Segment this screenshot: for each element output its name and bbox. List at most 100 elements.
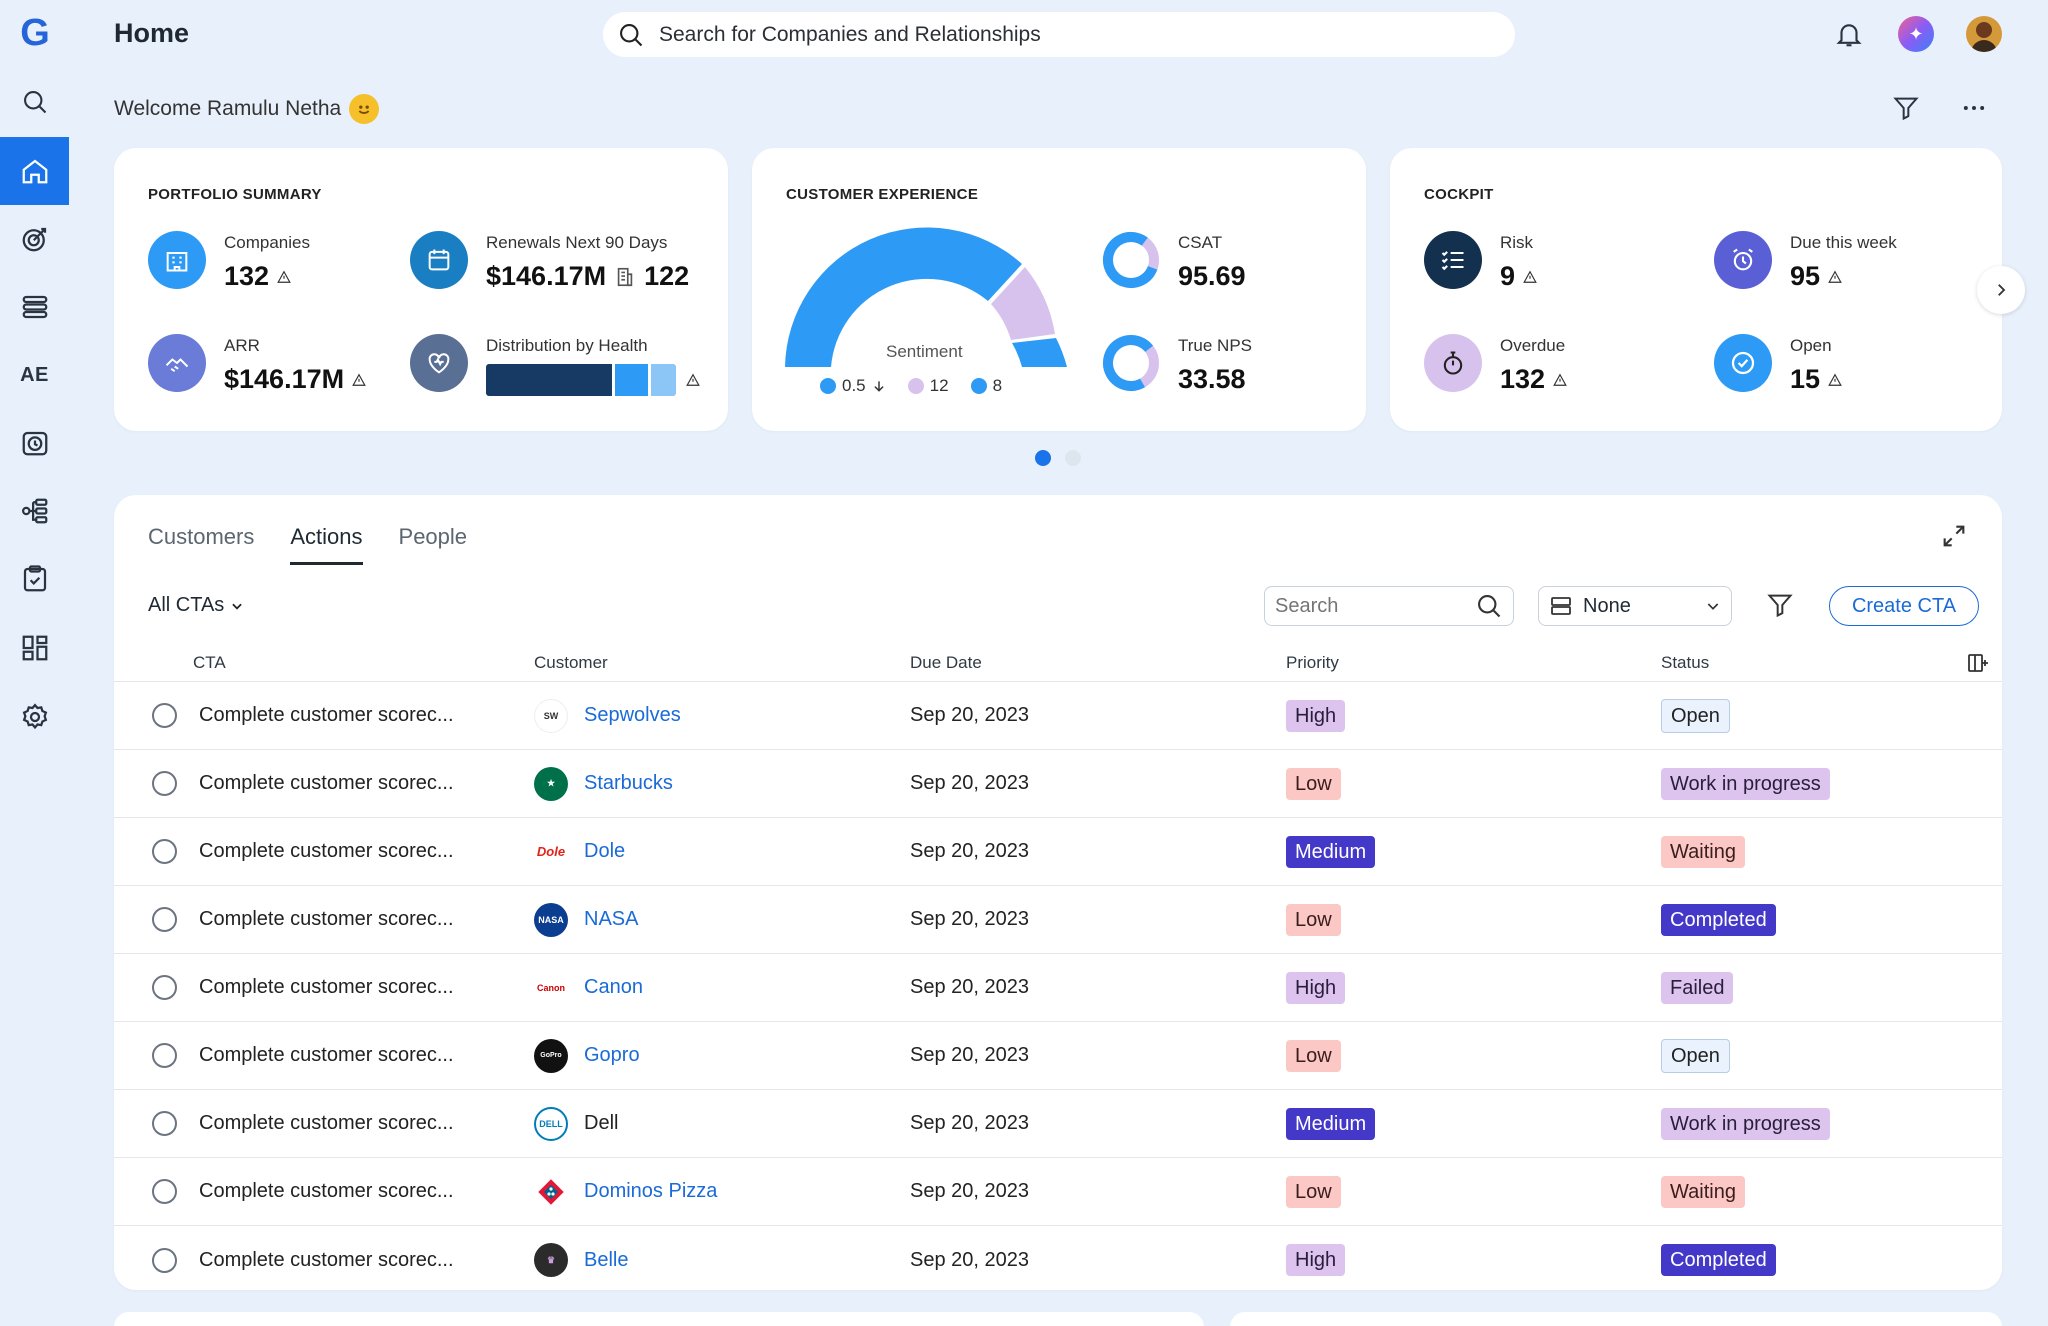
- col-due-date[interactable]: Due Date: [910, 652, 982, 672]
- ai-assistant-icon[interactable]: ✦: [1898, 16, 1934, 52]
- create-cta-button[interactable]: Create CTA: [1829, 586, 1979, 626]
- legend-value: 0.5: [842, 376, 866, 395]
- target-nav-icon[interactable]: [0, 205, 69, 273]
- customer-link[interactable]: Dominos Pizza: [584, 1180, 718, 1202]
- companies-value: 132: [224, 261, 270, 291]
- cta-name[interactable]: Complete customer scorec...: [199, 840, 454, 862]
- customer-link[interactable]: Starbucks: [584, 772, 673, 794]
- dashboard-nav-icon[interactable]: [0, 614, 69, 682]
- table-row[interactable]: Complete customer scorec... SW Sepwolves …: [114, 682, 2002, 750]
- cta-name[interactable]: Complete customer scorec...: [199, 908, 454, 930]
- due-week-metric[interactable]: Due this week 95: [1714, 231, 1897, 292]
- cta-name[interactable]: Complete customer scorec...: [199, 1248, 454, 1271]
- global-search-input[interactable]: [659, 22, 1459, 47]
- row-checkbox[interactable]: [152, 703, 177, 728]
- cta-name[interactable]: Complete customer scorec...: [199, 1180, 454, 1202]
- table-row[interactable]: Complete customer scorec... NASA NASA Sep…: [114, 886, 2002, 954]
- gainsight-logo[interactable]: G: [20, 12, 50, 54]
- clipboard-nav-icon[interactable]: [0, 545, 69, 613]
- renewals-metric[interactable]: Renewals Next 90 Days $146.17M 122: [410, 231, 689, 292]
- companies-metric[interactable]: Companies 132: [148, 231, 310, 292]
- due-date: Sep 20, 2023: [910, 1112, 1029, 1134]
- row-checkbox[interactable]: [152, 1179, 177, 1204]
- customer-link[interactable]: Gopro: [584, 1044, 640, 1066]
- carousel-next-button[interactable]: [1977, 266, 2025, 314]
- table-search-input[interactable]: [1275, 594, 1475, 618]
- more-options-icon[interactable]: [1960, 94, 1988, 122]
- global-search[interactable]: [603, 12, 1515, 57]
- table-row[interactable]: Complete customer scorec... ♛ Belle Sep 2…: [114, 1226, 2002, 1294]
- customer-link[interactable]: Canon: [584, 976, 643, 998]
- table-filter-icon[interactable]: [1766, 591, 1794, 619]
- ae-nav-item[interactable]: AE: [20, 363, 49, 386]
- rows-icon: [1551, 597, 1571, 615]
- tab-actions[interactable]: Actions: [290, 524, 363, 565]
- row-checkbox[interactable]: [152, 975, 177, 1000]
- due-date: Sep 20, 2023: [910, 704, 1029, 726]
- health-metric[interactable]: Distribution by Health: [410, 334, 700, 396]
- overdue-value: 132: [1500, 364, 1546, 394]
- search-icon: [1478, 595, 1501, 618]
- col-priority[interactable]: Priority: [1286, 652, 1339, 672]
- table-row[interactable]: Complete customer scorec... Dominos Pizz…: [114, 1158, 2002, 1226]
- cta-name[interactable]: Complete customer scorec...: [199, 976, 454, 998]
- timer-nav-icon[interactable]: [0, 409, 69, 477]
- search-nav-icon[interactable]: [0, 68, 69, 136]
- dole-logo-icon: Dole: [534, 834, 568, 869]
- customer-link[interactable]: Belle: [584, 1248, 629, 1271]
- col-status[interactable]: Status: [1661, 652, 1710, 672]
- row-checkbox[interactable]: [152, 907, 177, 932]
- table-row[interactable]: Complete customer scorec... GoPro Gopro S…: [114, 1022, 2002, 1090]
- status-badge: Waiting: [1661, 835, 1745, 868]
- table-row[interactable]: Complete customer scorec... Dole Dole Sep…: [114, 818, 2002, 886]
- list-check-icon: [1424, 231, 1482, 289]
- status-badge: Open: [1661, 698, 1730, 733]
- row-checkbox[interactable]: [152, 839, 177, 864]
- home-nav-icon[interactable]: [0, 137, 69, 205]
- carousel-dot-active[interactable]: [1035, 450, 1051, 466]
- expand-icon[interactable]: [1940, 522, 1968, 550]
- hierarchy-nav-icon[interactable]: [0, 477, 69, 545]
- arr-metric[interactable]: ARR $146.17M: [148, 334, 366, 395]
- overdue-metric[interactable]: Overdue 132: [1424, 334, 1567, 395]
- search-icon: [617, 21, 645, 49]
- customer-link[interactable]: Sepwolves: [584, 704, 681, 726]
- cta-name[interactable]: Complete customer scorec...: [199, 1044, 454, 1066]
- timeline-nav-icon[interactable]: [0, 273, 69, 341]
- chevron-down-icon: [1707, 603, 1719, 610]
- health-label: Distribution by Health: [486, 336, 648, 355]
- row-checkbox[interactable]: [152, 1043, 177, 1068]
- bell-icon[interactable]: [1834, 18, 1864, 50]
- open-metric[interactable]: Open 15: [1714, 334, 1842, 395]
- csat-metric[interactable]: CSAT 95.69: [1102, 231, 1246, 292]
- risk-metric[interactable]: Risk 9: [1424, 231, 1537, 292]
- table-search[interactable]: [1264, 586, 1514, 626]
- customer-link[interactable]: NASA: [584, 908, 639, 930]
- priority-badge: Low: [1286, 1175, 1341, 1208]
- carousel-dot[interactable]: [1065, 450, 1081, 466]
- row-checkbox[interactable]: [152, 1247, 177, 1273]
- welcome-text: Welcome Ramulu Netha: [114, 97, 342, 120]
- nps-metric[interactable]: True NPS 33.58: [1102, 334, 1252, 395]
- avatar[interactable]: [1966, 16, 2002, 52]
- cta-name[interactable]: Complete customer scorec...: [199, 772, 454, 794]
- portfolio-summary-card: PORTFOLIO SUMMARY Companies 132 Renewals…: [114, 148, 728, 431]
- tab-people[interactable]: People: [398, 524, 468, 549]
- cta-filter-dropdown[interactable]: All CTAs: [148, 594, 244, 617]
- col-cta[interactable]: CTA: [193, 652, 226, 672]
- filter-icon[interactable]: [1892, 94, 1920, 122]
- table-row[interactable]: Complete customer scorec... Canon Canon S…: [114, 954, 2002, 1022]
- col-customer[interactable]: Customer: [534, 652, 608, 672]
- tab-customers[interactable]: Customers: [148, 524, 255, 549]
- group-by-select[interactable]: None: [1538, 586, 1732, 626]
- table-row[interactable]: Complete customer scorec... DELL Dell Sep…: [114, 1090, 2002, 1158]
- column-settings-icon[interactable]: [1966, 651, 1990, 675]
- cta-name[interactable]: Complete customer scorec...: [199, 1112, 454, 1134]
- table-row[interactable]: Complete customer scorec... ★ Starbucks S…: [114, 750, 2002, 818]
- row-checkbox[interactable]: [152, 1111, 177, 1136]
- row-checkbox[interactable]: [152, 771, 177, 796]
- warning-icon: [1828, 373, 1842, 386]
- settings-nav-icon[interactable]: [0, 683, 69, 751]
- cta-name[interactable]: Complete customer scorec...: [199, 704, 454, 726]
- customer-link[interactable]: Dole: [584, 840, 626, 862]
